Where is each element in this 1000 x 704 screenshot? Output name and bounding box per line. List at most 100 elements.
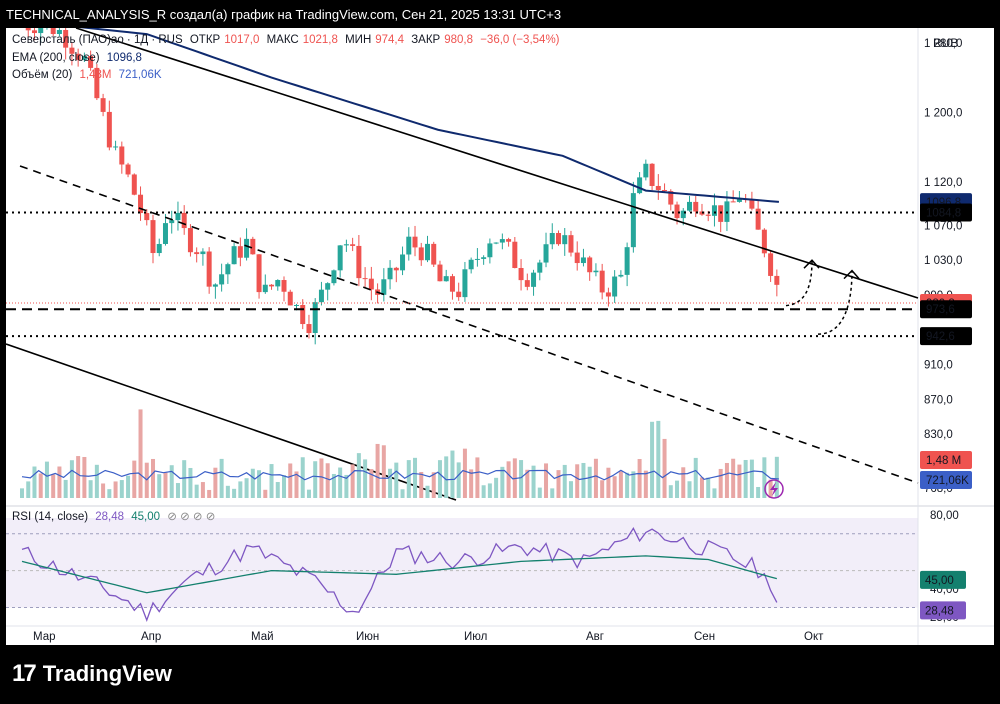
volume-bar (737, 464, 742, 498)
candle-body (543, 244, 549, 263)
volume-bar (275, 482, 280, 498)
candle-body (755, 208, 761, 230)
candle-body (63, 30, 69, 48)
candle-body (555, 233, 561, 245)
price-axis-label: 1 280,0 (924, 38, 962, 50)
price-axis-label: 1 070,0 (924, 220, 962, 232)
candle-body (437, 264, 443, 282)
volume-bar (525, 469, 530, 498)
volume-bar (662, 438, 667, 498)
candle-body (705, 214, 711, 216)
volume-bar (562, 464, 567, 498)
candle-body (356, 245, 362, 279)
candle-body (474, 258, 480, 260)
candle-body (599, 270, 605, 293)
volume-bar (331, 473, 336, 498)
candle-body (125, 164, 131, 175)
volume-bar (494, 477, 499, 498)
volume-bar (568, 481, 573, 498)
legend-ema: EMA (200, close) 1096,8 (12, 52, 146, 64)
legend-main: Северсталь (ПАО)ао · 1Д · RUS ОТКР 1017,0… (12, 34, 564, 46)
volume-bar (363, 459, 368, 498)
candle-body (687, 201, 693, 211)
volume-bar (537, 487, 542, 498)
volume-bar (699, 477, 704, 498)
volume-bar (175, 483, 180, 498)
candle-body (200, 251, 206, 255)
candle-body (549, 233, 555, 245)
candle-body (431, 243, 437, 265)
lightning-icon (764, 479, 784, 499)
volume-bar (444, 456, 449, 498)
volume-bar (151, 458, 156, 498)
candle-body (637, 177, 643, 194)
candle-body (287, 291, 293, 306)
candle-body (680, 210, 686, 219)
candle-body (718, 205, 724, 222)
volume-bar (575, 464, 580, 498)
candle-body (181, 212, 187, 229)
volume-bar (319, 458, 324, 498)
candle-body (768, 253, 774, 276)
candle-body (668, 191, 674, 205)
volume-bar (394, 462, 399, 498)
volume-ma-line (21, 469, 779, 481)
volume-bar (375, 443, 380, 498)
chart-frame[interactable]: 1 280,01 200,01 120,01 070,01 030,0990,0… (6, 28, 994, 645)
volume-bar (369, 469, 374, 498)
candle-body (531, 272, 537, 287)
candle-body (400, 254, 406, 271)
price-axis-label: 830,0 (924, 429, 953, 441)
volume-bar (76, 456, 81, 498)
volume-bar (306, 489, 311, 498)
lightning-icon-glyph (770, 482, 778, 496)
candle-body (306, 324, 312, 334)
volume-bar (88, 480, 93, 498)
legend-ema-value: 1096,8 (106, 52, 142, 64)
volume-bar (456, 462, 461, 498)
candle-body (481, 257, 487, 259)
candle-body (275, 280, 281, 287)
volume-bar (182, 460, 187, 498)
volume-bar (294, 471, 299, 498)
candle-body (493, 242, 499, 244)
volume-bar (101, 483, 106, 498)
volume-bar (712, 488, 717, 498)
candle-body (655, 185, 661, 190)
volume-bar (625, 472, 630, 498)
volume-bar (544, 463, 549, 498)
candle-body (113, 146, 119, 148)
legend-low: 974,4 (375, 34, 405, 46)
candle-body (169, 220, 175, 224)
legend-open: 1017,0 (224, 34, 260, 46)
volume-bar (381, 445, 386, 498)
volume-bar (338, 467, 343, 498)
projection-arrow-1 (785, 260, 813, 307)
volume-bar (207, 489, 212, 498)
volume-bar (462, 448, 467, 498)
volume-bar (606, 467, 611, 498)
volume-bar (188, 467, 193, 498)
volume-bar (26, 481, 31, 498)
candle-body (368, 278, 374, 290)
candle-body (462, 269, 468, 298)
volume-bar (38, 473, 43, 498)
chart-canvas[interactable]: 1 280,01 200,01 120,01 070,01 030,0990,0… (6, 28, 994, 645)
candle-body (219, 274, 225, 285)
candle-body (593, 270, 599, 273)
candle-body (156, 243, 162, 254)
volume-bar (718, 468, 723, 498)
candle-body (693, 201, 699, 212)
candle-body (518, 267, 524, 281)
candle-body (281, 280, 287, 292)
legend-high: 1021,8 (302, 34, 338, 46)
candle-body (25, 28, 31, 31)
volume-bar (675, 480, 680, 498)
volume-bar (406, 460, 411, 498)
volume-bar (325, 463, 330, 498)
volume-bar (618, 471, 623, 498)
volume-bar (63, 479, 68, 498)
candle-body (630, 193, 636, 248)
price-tag-label: 1,48 M (926, 455, 961, 467)
candle-body (424, 243, 430, 261)
